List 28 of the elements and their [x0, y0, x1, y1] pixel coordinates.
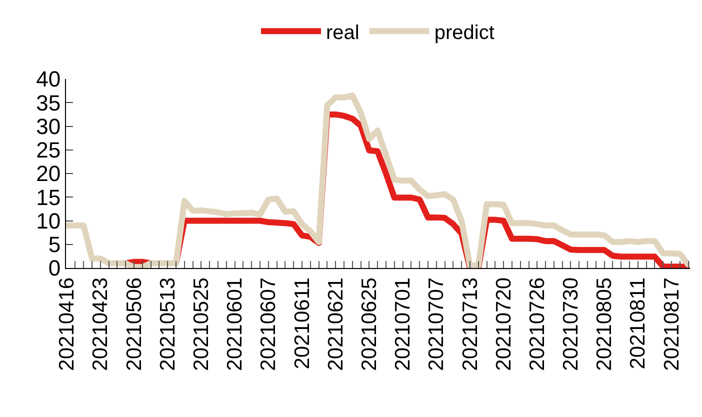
x-tick-label: 20210730: [560, 277, 583, 371]
x-tick-label: 20210720: [492, 277, 516, 371]
x-tick-label: 20210701: [392, 277, 415, 371]
y-tick-label: 10: [36, 208, 61, 234]
x-tick-label: 20210713: [458, 277, 482, 371]
x-tick-label: 20210805: [593, 277, 616, 371]
x-tick-label: 20210506: [122, 277, 146, 371]
x-tick-label: 20210707: [425, 277, 448, 371]
x-tick-label: 20210811: [626, 277, 650, 370]
x-tick-label: 20210625: [358, 277, 382, 371]
y-tick-label: 25: [36, 138, 61, 163]
x-tick-label: 20210621: [324, 277, 348, 371]
x-tick-label: 20210525: [190, 277, 214, 371]
x-tick-label: 20210513: [156, 277, 180, 371]
y-tick-label: 35: [36, 90, 61, 116]
x-tick-label: 20210601: [224, 277, 247, 371]
x-tick-label: 20210607: [257, 277, 280, 371]
x-tick-label: 20210423: [89, 277, 112, 371]
legend-label: real: [326, 22, 360, 44]
y-tick-label: 30: [36, 114, 61, 139]
y-tick-label: 40: [36, 66, 61, 92]
legend-label: predict: [434, 22, 495, 44]
x-tick-label: 20210726: [526, 277, 549, 371]
x-tick-label: 20210611: [290, 277, 314, 370]
y-tick-label: 15: [36, 184, 61, 210]
x-tick-label: 20210817: [660, 277, 684, 371]
y-tick-label: 5: [48, 232, 61, 258]
y-tick-label: 20: [36, 161, 61, 186]
